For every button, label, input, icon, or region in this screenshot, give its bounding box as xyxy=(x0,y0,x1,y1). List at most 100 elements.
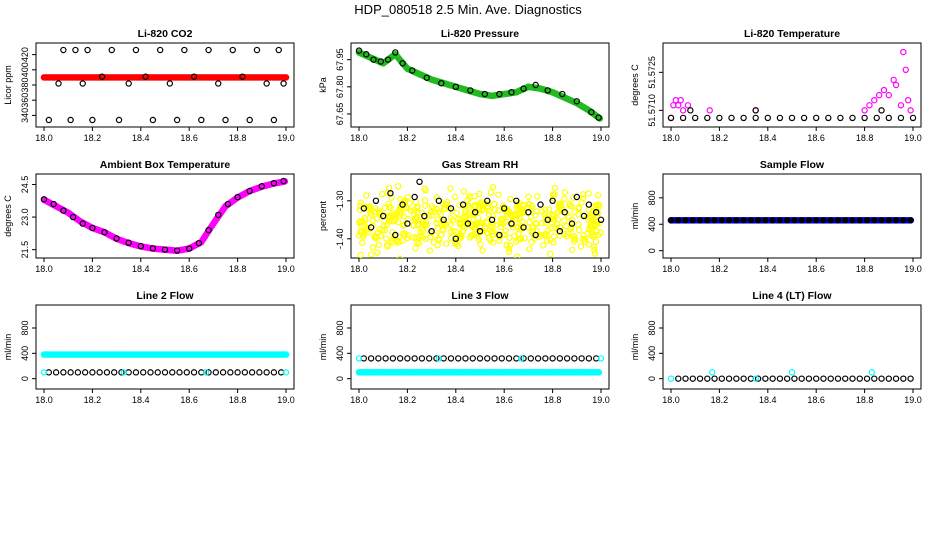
raw-point xyxy=(570,194,577,201)
series-raw xyxy=(355,183,604,258)
data-point xyxy=(67,116,74,124)
plot-area xyxy=(667,48,917,122)
data-point xyxy=(501,205,508,212)
y-tick-label: 360 xyxy=(20,93,30,108)
figure-title: HDP_080518 2.5 Min. Ave. Diagnostics xyxy=(354,2,582,17)
raw-point xyxy=(359,239,366,246)
x-tick-label: 18.6 xyxy=(807,395,825,405)
data-point xyxy=(597,355,605,362)
data-point xyxy=(411,355,418,362)
y-tick-label: 800 xyxy=(647,320,657,335)
x-tick-label: 18.8 xyxy=(229,264,247,274)
raw-point xyxy=(420,219,427,226)
raw-point xyxy=(571,238,578,245)
data-point xyxy=(108,46,115,54)
data-point xyxy=(176,369,183,376)
y-tick-label: 800 xyxy=(335,320,345,335)
data-point xyxy=(263,80,270,87)
raw-point xyxy=(578,199,585,206)
data-point xyxy=(791,375,798,382)
data-point xyxy=(389,355,397,362)
data-point xyxy=(60,207,67,214)
data-point xyxy=(392,231,399,239)
y-axis-label: ml/min xyxy=(630,203,640,230)
data-point xyxy=(404,220,411,227)
data-point xyxy=(900,48,907,56)
data-point xyxy=(871,217,878,224)
raw-point xyxy=(368,251,375,258)
data-point xyxy=(40,369,48,376)
panel-1: Li-820 CO2 Licor ppm 18.0 18.2 18.4 18.6 18.8 1… xyxy=(3,28,295,143)
x-tick-label: 18.4 xyxy=(447,264,465,274)
data-point xyxy=(764,114,772,122)
x-tick-label: 18.4 xyxy=(447,133,465,143)
x-tick-label: 18.2 xyxy=(399,133,417,143)
raw-point xyxy=(529,225,536,232)
raw-point xyxy=(455,215,462,223)
raw-point xyxy=(550,216,558,223)
y-tick-label: 380 xyxy=(20,77,30,92)
plot-area xyxy=(667,369,914,382)
data-point xyxy=(253,46,261,54)
data-point xyxy=(120,369,128,376)
raw-point xyxy=(476,205,483,212)
data-point xyxy=(542,355,549,362)
raw-point xyxy=(489,183,497,191)
raw-point xyxy=(504,205,511,213)
y-tick-label: 51.5725 xyxy=(647,56,657,89)
data-point xyxy=(907,375,914,382)
raw-point xyxy=(591,250,599,257)
data-point xyxy=(198,116,205,124)
y-tick-label: 0 xyxy=(647,248,657,253)
data-point xyxy=(696,217,704,224)
x-tick-label: 18.0 xyxy=(350,264,368,274)
raw-point xyxy=(542,206,549,213)
data-point xyxy=(740,375,747,382)
data-point xyxy=(280,80,287,87)
data-point xyxy=(878,217,885,224)
data-point xyxy=(820,217,827,224)
data-point xyxy=(549,197,556,204)
raw-point xyxy=(521,234,528,242)
data-point xyxy=(428,227,435,235)
data-point xyxy=(452,235,459,242)
raw-point xyxy=(440,226,447,234)
raw-point xyxy=(406,200,413,207)
data-point xyxy=(118,369,125,376)
raw-point xyxy=(538,219,546,227)
raw-point xyxy=(466,192,473,200)
data-point xyxy=(440,216,447,223)
y-axis-label: ml/min xyxy=(630,334,640,361)
data-point xyxy=(520,224,527,231)
raw-point xyxy=(365,228,372,236)
data-point xyxy=(156,46,164,54)
data-point xyxy=(229,46,236,54)
raw-point xyxy=(485,207,493,214)
panel-7: Line 2 Flow ml/min 18.0 18.2 18.4 18.6 18.8 19.… xyxy=(3,290,295,405)
x-tick-label: 18.0 xyxy=(350,133,368,143)
data-point xyxy=(149,116,157,124)
data-point xyxy=(856,375,863,382)
data-point xyxy=(704,114,711,122)
data-point xyxy=(418,355,426,362)
raw-point xyxy=(371,232,379,239)
data-point xyxy=(476,355,484,362)
raw-point xyxy=(485,211,493,218)
raw-point xyxy=(575,221,582,228)
raw-point xyxy=(514,253,521,258)
raw-point xyxy=(591,243,598,251)
raw-point xyxy=(396,238,403,246)
data-point xyxy=(534,355,542,362)
data-point xyxy=(433,355,440,362)
plot-frame xyxy=(35,42,295,128)
data-point xyxy=(892,81,900,89)
data-point xyxy=(752,107,759,114)
raw-point xyxy=(465,209,473,217)
y-tick-label: 21.5 xyxy=(20,241,30,259)
data-point xyxy=(462,355,469,362)
y-axis-label: Licor ppm xyxy=(3,65,13,105)
raw-point xyxy=(391,217,399,224)
data-point xyxy=(740,217,747,224)
series-high xyxy=(355,355,605,362)
y-tick-label: -1.40 xyxy=(335,229,345,250)
